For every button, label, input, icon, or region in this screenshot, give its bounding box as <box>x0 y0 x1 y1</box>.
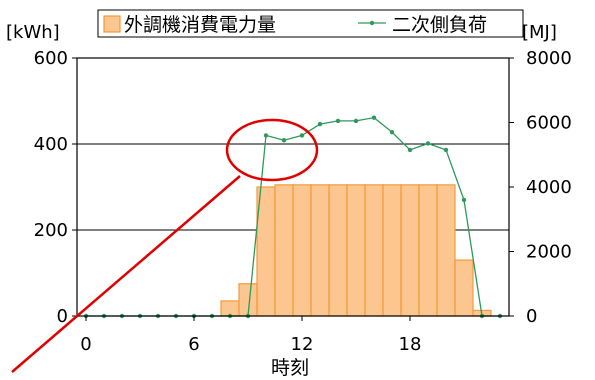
legend-box <box>97 9 524 38</box>
bar <box>256 186 276 317</box>
right-tick-label: 8000 <box>526 48 572 69</box>
left-axis-unit: [kWh] <box>6 22 60 43</box>
right-axis-unit: [MJ] <box>522 22 557 43</box>
bar <box>400 184 420 317</box>
right-tick-label: 4000 <box>526 177 572 198</box>
annotation-pointer <box>11 175 241 373</box>
bar <box>310 184 330 317</box>
line-point <box>425 141 431 146</box>
line-point <box>389 129 395 135</box>
annotation-circle <box>225 118 319 182</box>
legend-swatch-marker <box>369 20 375 26</box>
x-tick-label: 18 <box>399 334 422 355</box>
bar <box>382 184 402 317</box>
left-tick-label: 400 <box>34 134 68 155</box>
bar <box>454 259 474 317</box>
legend-swatch-power <box>103 15 121 33</box>
line-point <box>407 147 413 153</box>
bar-series-power <box>220 184 492 317</box>
left-tick-label: 0 <box>57 306 68 327</box>
legend-label-secondary-load: 二次側負荷 <box>392 14 487 36</box>
left-tick-label: 600 <box>34 48 68 69</box>
bar <box>292 184 312 317</box>
bar <box>274 184 294 317</box>
line-point <box>443 147 449 153</box>
line-point <box>281 138 287 143</box>
line-point <box>263 133 269 138</box>
left-tick-label: 200 <box>34 220 68 241</box>
bar <box>328 184 348 317</box>
bar <box>346 184 366 317</box>
bar <box>418 184 438 317</box>
legend: 外調機消費電力量 二次側負荷 <box>97 9 524 38</box>
line-point <box>353 118 359 124</box>
bar <box>436 184 456 317</box>
x-tick-label: 0 <box>80 334 91 355</box>
red-annotation <box>11 118 319 373</box>
bar <box>220 300 240 317</box>
line-point <box>299 133 305 138</box>
x-axis-title: 時刻 <box>271 357 309 379</box>
right-tick-label: 2000 <box>526 242 572 263</box>
bar <box>364 184 384 317</box>
x-tick-label: 12 <box>291 334 314 355</box>
x-tick-label: 6 <box>188 334 199 355</box>
legend-label-power: 外調機消費電力量 <box>124 14 276 36</box>
line-point <box>335 118 341 124</box>
right-tick-label: 0 <box>526 306 537 327</box>
right-tick-label: 6000 <box>526 113 572 134</box>
line-point <box>317 121 323 127</box>
line-point <box>461 197 467 203</box>
line-point <box>371 115 377 120</box>
